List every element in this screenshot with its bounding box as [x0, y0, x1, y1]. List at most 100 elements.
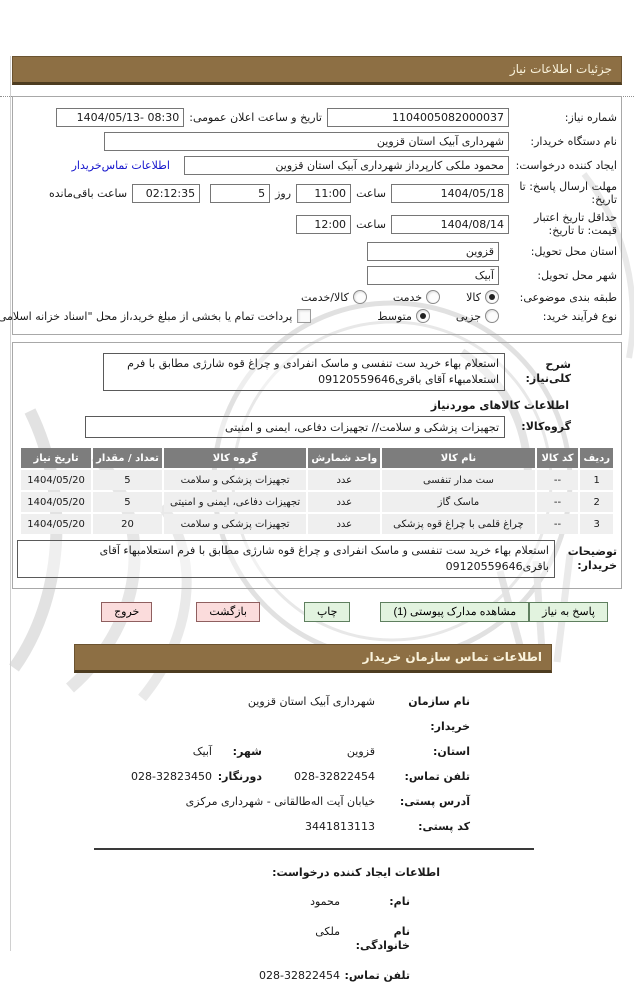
org-name-label: نام سازمان خریدار:: [408, 695, 470, 733]
cell-quantity: 5: [93, 492, 162, 512]
announce-field[interactable]: 1404/05/13- 08:30: [56, 108, 185, 127]
cell-need-date: 1404/05/20: [21, 514, 92, 534]
classification-option-goods: کالا: [466, 290, 499, 304]
radio-medium[interactable]: [415, 309, 430, 323]
first-name-label: نام:: [389, 895, 410, 908]
classification-option-service: خدمت: [393, 290, 441, 304]
cell-group: تجهیزات دفاعی، ایمنی و امنیتی: [163, 492, 307, 512]
city-label: شهر:: [232, 745, 262, 758]
classification-option-goods-service: کالا/خدمت: [301, 290, 367, 304]
reply-hour-label: ساعت: [356, 186, 386, 200]
province-row: استان محل تحویل: قزوین: [17, 242, 617, 261]
treasury-checkbox-label: پرداخت تمام یا بخشی از مبلغ خرید،از محل …: [0, 309, 293, 323]
section-title: اطلاعات تماس سازمان خریدار: [362, 650, 542, 664]
cell-item-code: --: [536, 492, 579, 512]
city-row: شهر محل تحویل: آبیک: [17, 266, 617, 285]
cell-item-name: ست مدار تنفسی: [382, 470, 535, 490]
city-field[interactable]: آبیک: [367, 266, 499, 285]
reply-deadline-date-field[interactable]: 1404/05/18: [391, 183, 509, 203]
creator-row: ایجاد کننده درخواست: محمود ملکی کارپرداز…: [17, 156, 617, 175]
cell-item-name: چراغ قلمی با چراغ قوه پزشکی: [382, 514, 535, 534]
col-header-need-date: تاریخ نیاز: [21, 448, 92, 468]
creator-first-name-row: نام: محمود: [12, 895, 410, 909]
view-attachments-button[interactable]: مشاهده مدارک پیوستی (1): [380, 602, 530, 622]
province-field[interactable]: قزوین: [367, 242, 499, 261]
price-validity-time-field[interactable]: 12:00: [296, 214, 352, 234]
goods-table: ردیف کد کالا نام کالا واحد شمارش گروه کا…: [19, 446, 615, 536]
action-buttons: پاسخ به نیاز مشاهده مدارک پیوستی (1) چاپ…: [12, 602, 608, 622]
description-label: شرح کلی‌نیاز:: [525, 358, 572, 385]
col-header-quantity: تعداد / مقدار: [93, 448, 162, 468]
cell-item-code: --: [536, 514, 579, 534]
buyer-contact-info: نام سازمان خریدار: شهرداری آبیک استان قز…: [12, 689, 470, 839]
buyer-notes-row: توضیحات خریدار: استعلام بهاء خرید ست تنف…: [17, 540, 617, 578]
description-row: شرح کلی‌نیاز: استعلام بهاء خرید ست تنفسی…: [17, 353, 617, 391]
days-remaining-field[interactable]: 5: [210, 183, 271, 203]
postal-code-value: 3441813113: [305, 820, 375, 833]
price-validity-label: حداقل تاریخ اعتبار قیمت: تا تاریخ:: [533, 211, 617, 237]
cell-quantity: 20: [93, 514, 162, 534]
radio-minor[interactable]: [485, 309, 499, 323]
buyer-contact-link[interactable]: اطلاعات تماس‌خریدار: [71, 159, 170, 172]
goods-info-title: اطلاعات کالاهای موردنیاز: [430, 399, 569, 412]
print-button[interactable]: چاپ: [303, 602, 351, 622]
creator-info-heading: اطلاعات ایجاد کننده درخواست:: [272, 866, 440, 879]
cell-item-name: ماسک گاز: [382, 492, 535, 512]
price-validity-date-field[interactable]: 1404/08/14: [391, 214, 509, 234]
price-hour-label: ساعت: [356, 217, 386, 231]
reply-deadline-time-field[interactable]: 11:00: [296, 183, 352, 203]
buyer-notes-field[interactable]: استعلام بهاء خرید ست تنفسی و ماسک انفراد…: [17, 540, 555, 578]
section-header-need-details: جزئیات اطلاعات نیاز: [12, 56, 622, 85]
cell-unit: عدد: [308, 470, 381, 490]
creator-field[interactable]: محمود ملکی کارپرداز شهرداری آبیک استان ق…: [184, 156, 509, 175]
cell-unit: عدد: [308, 492, 381, 512]
need-info-panel: شماره نیاز: 1104005082000037 تاریخ و ساع…: [0, 96, 622, 335]
cell-group: تجهیزات پزشکی و سلامت: [163, 470, 307, 490]
radio-goods-service[interactable]: [352, 290, 367, 304]
cell-quantity: 5: [93, 470, 162, 490]
reply-deadline-label: مهلت ارسال پاسخ: تا تاریخ:: [519, 180, 617, 206]
treasury-option: پرداخت تمام یا بخشی از مبلغ خرید،از محل …: [0, 309, 312, 323]
section-header-buyer-contact: اطلاعات تماس سازمان خریدار: [74, 644, 552, 673]
address-value: خیابان آیت اله‌طالقانی - شهرداری مرکزی: [185, 795, 375, 808]
address-label: آدرس پستی:: [399, 795, 470, 808]
classification-row: طبقه بندی موضوعی: کالا خدمت کالا/خدمت: [17, 290, 617, 304]
time-remaining-field[interactable]: 02:12:35: [132, 183, 201, 203]
exit-button[interactable]: خروج: [101, 602, 153, 622]
remaining-label: ساعت باقی‌مانده: [49, 186, 128, 200]
process-option-medium: متوسط: [377, 309, 430, 323]
need-number-field[interactable]: 1104005082000037: [327, 108, 509, 127]
first-name-value: محمود: [310, 895, 340, 908]
process-type-row: نوع فرآیند خرید: جزیی متوسط پرداخت تمام …: [0, 309, 617, 323]
radio-goods-label: کالا: [466, 290, 481, 304]
creator-last-name-row: نام خانوادگی: ملکی: [12, 925, 410, 953]
price-validity-row: حداقل تاریخ اعتبار قیمت: تا تاریخ: 1404/…: [17, 211, 617, 237]
back-button[interactable]: بازگشت: [196, 602, 260, 622]
need-number-label: شماره نیاز:: [564, 111, 617, 124]
city-label: شهر محل تحویل:: [537, 269, 617, 282]
radio-goods[interactable]: [485, 290, 499, 304]
col-header-row-number: ردیف: [580, 448, 613, 468]
phone-value: 028-32822454: [294, 770, 375, 783]
classification-label: طبقه بندی موضوعی:: [519, 290, 617, 304]
creator-phone-value: 028-32822454: [259, 969, 340, 982]
announce-label: تاریخ و ساعت اعلان عمومی:: [189, 111, 322, 124]
treasury-checkbox[interactable]: [297, 309, 312, 323]
description-field[interactable]: استعلام بهاء خرید ست تنفسی و ماسک انفراد…: [103, 353, 505, 391]
creator-phone-label: تلفن تماس:: [344, 969, 410, 982]
cell-item-code: --: [536, 470, 579, 490]
respond-to-need-button[interactable]: پاسخ به نیاز: [529, 602, 608, 622]
goods-group-field[interactable]: تجهیزات پزشکی و سلامت// تجهیزات دفاعی، ا…: [85, 416, 505, 438]
cell-row-number: 3: [580, 514, 613, 534]
buyer-notes-label: توضیحات خریدار:: [567, 545, 617, 572]
org-name-value: شهرداری آبیک استان قزوین: [247, 695, 375, 708]
buyer-name-field[interactable]: شهرداری آبیک استان قزوین: [104, 132, 509, 151]
goods-group-label: گروه‌کالا:: [521, 420, 571, 433]
cell-row-number: 2: [580, 492, 613, 512]
goods-panel: شرح کلی‌نیاز: استعلام بهاء خرید ست تنفسی…: [12, 342, 622, 589]
table-row: 1 -- ست مدار تنفسی عدد تجهیزات پزشکی و س…: [21, 470, 613, 490]
section-divider: [94, 848, 534, 850]
radio-service[interactable]: [426, 290, 441, 304]
goods-group-row: گروه‌کالا: تجهیزات پزشکی و سلامت// تجهیز…: [17, 416, 617, 438]
buyer-name-row: نام دستگاه خریدار: شهرداری آبیک استان قز…: [17, 132, 617, 151]
